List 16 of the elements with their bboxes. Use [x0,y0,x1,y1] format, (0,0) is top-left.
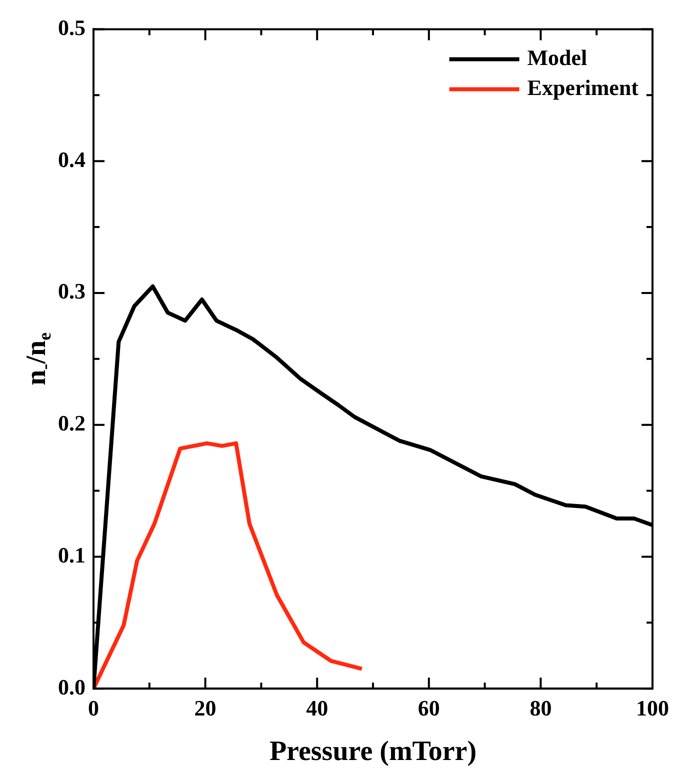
x-tick-label: 20 [194,695,216,720]
y-axis-title: n-/ne [21,332,55,386]
x-tick-label: 0 [88,695,99,720]
y-tick-label: 0.0 [58,674,86,700]
x-tick-label: 80 [530,695,552,720]
x-axis-title: Pressure (mTorr) [269,736,477,768]
y-tick-label: 0.2 [58,410,86,436]
y-tick-label: 0.5 [58,14,86,40]
x-tick-label: 60 [418,695,440,720]
y-tick-label: 0.1 [58,542,86,568]
x-tick-label: 100 [636,695,669,720]
x-tick-label: 40 [306,695,328,720]
legend-label: Experiment [527,74,640,100]
y-tick-label: 0.4 [58,146,86,172]
legend-label: Model [527,44,588,70]
y-tick-label: 0.3 [58,278,86,304]
